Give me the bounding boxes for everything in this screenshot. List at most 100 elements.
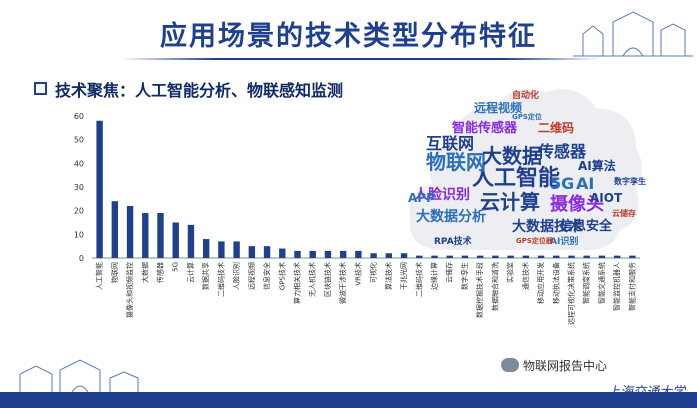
word-cloud-term: 5G	[550, 174, 575, 193]
x-tick-label: 干兆光网	[399, 262, 408, 290]
word-cloud-term: 信息安全	[560, 219, 613, 234]
campus-gate-illustration	[573, 11, 693, 57]
bar	[279, 248, 286, 258]
bar	[416, 255, 423, 258]
bar	[355, 250, 362, 258]
word-cloud-term: AI	[576, 174, 595, 193]
word-cloud-term: AI识别	[550, 237, 579, 247]
bar	[233, 241, 240, 258]
y-tick-label: 0	[79, 254, 84, 263]
x-tick-label: 远程视频	[247, 262, 256, 290]
bar	[385, 253, 393, 258]
word-cloud-term: 二维码	[538, 121, 575, 135]
x-tick-label: 信息安全	[262, 262, 271, 290]
word-cloud-term: 云储存	[612, 209, 636, 218]
word-cloud-term: 远程视频	[474, 101, 523, 115]
x-tick-label: 二维码技术	[216, 262, 225, 297]
x-tick-label: 5G	[172, 262, 180, 272]
bar	[370, 253, 377, 258]
x-tick-label: 智能支付和服务	[627, 262, 636, 311]
y-tick-label: 40	[74, 159, 84, 168]
watermark-text: 物联网报告中心	[522, 359, 607, 373]
word-cloud-term: APP	[408, 191, 435, 205]
bar	[172, 222, 179, 258]
bar	[613, 255, 621, 258]
bar	[492, 255, 499, 258]
word-cloud-term: 智能传感器	[452, 121, 518, 136]
word-cloud-term: 传感器	[538, 142, 587, 161]
title-divider	[120, 58, 600, 60]
x-tick-label: 云储存	[445, 262, 454, 283]
bar	[583, 255, 590, 258]
x-tick-label: 人工智能	[95, 262, 104, 290]
y-tick-label: 20	[74, 207, 84, 216]
bar	[431, 255, 438, 258]
bar	[111, 201, 119, 258]
x-tick-label: 数字孪生	[460, 262, 469, 290]
section-heading: 技术聚焦：人工智能分析、物联感知监测	[34, 77, 343, 101]
word-cloud-term: 人脸识别	[414, 187, 470, 203]
bar	[309, 250, 316, 258]
bar	[537, 255, 545, 258]
bar	[294, 250, 301, 258]
x-tick-label: 算法技术	[384, 262, 393, 290]
x-tick-label: 数据融合和清洗	[490, 262, 499, 311]
section-heading-text: 技术聚焦：人工智能分析、物联感知监测	[55, 81, 344, 100]
word-cloud-term: 摄像头	[550, 194, 604, 215]
word-cloud: 人工智能 物联网 大数据 云计算 摄像头 5G AI 互联网 传感器 人脸识别 大数据技术 大数据分析…	[400, 80, 648, 258]
cloud-shape	[409, 89, 642, 251]
x-tick-label: 实验室	[506, 262, 515, 283]
bar	[461, 255, 469, 258]
x-tick-label: VR技术	[353, 262, 362, 286]
word-cloud-term: 大数据分析	[416, 209, 486, 225]
word-cloud-term: GPS定位	[512, 113, 542, 121]
x-tick-label: 移动执法设备	[551, 262, 560, 304]
bar	[157, 213, 164, 258]
x-tick-label: GPS技术	[277, 262, 286, 290]
x-tick-label: 微波干涉技术	[338, 262, 347, 304]
word-cloud-term: AI算法	[578, 159, 616, 173]
word-cloud-term: 物联网	[426, 150, 486, 174]
bar	[96, 120, 103, 258]
footer-band	[0, 359, 697, 408]
bar	[263, 246, 271, 258]
x-tick-label: 摄像头和视频监控	[125, 262, 134, 318]
word-cloud-term: RPA技术	[434, 237, 472, 247]
bar	[446, 255, 453, 258]
university-logo: 上海交通大学	[606, 385, 685, 400]
x-tick-label: 数据共享	[201, 262, 210, 290]
x-tick-label: 云计算	[186, 262, 195, 283]
x-tick-label: 无人机技术	[308, 262, 317, 297]
page-title: 应用场景的技术类型分布特征	[160, 21, 537, 52]
x-tick-label: 远程可视化决策系统	[567, 262, 576, 325]
word-cloud-term: AIOT	[590, 191, 623, 205]
wechat-icon	[500, 358, 519, 372]
word-cloud-term: 大数据技术	[512, 219, 582, 235]
y-tick-label: 50	[74, 136, 84, 145]
y-tick-label: 10	[74, 230, 84, 239]
x-tick-label: 二维码技术	[414, 262, 423, 297]
bar	[218, 241, 225, 258]
x-tick-label: 数据挖掘技术手段	[475, 262, 484, 318]
bar	[202, 239, 210, 258]
x-tick-label: 人脸识别	[232, 262, 241, 290]
x-tick-label: 传感器	[156, 262, 165, 283]
x-tick-label: 智能调度系统	[582, 262, 591, 304]
x-tick-label: 智能监控机器人	[612, 262, 621, 311]
x-tick-label: 区块链技术	[323, 262, 332, 297]
bar	[126, 205, 134, 258]
watermark: 物联网报告中心	[500, 357, 607, 374]
bar	[142, 213, 149, 258]
word-cloud-term: 云计算	[480, 190, 540, 214]
bar	[324, 250, 332, 258]
x-tick-label: 算力相关技术	[293, 262, 302, 304]
bar	[507, 255, 514, 258]
square-bullet-icon	[34, 82, 47, 95]
bar	[339, 250, 347, 258]
word-cloud-term: GPS定位器	[516, 237, 553, 245]
bar	[522, 255, 530, 258]
word-cloud-term: 互联网	[426, 134, 475, 153]
x-tick-label: 通信技术	[521, 262, 530, 290]
word-cloud-term: 人工智能	[472, 166, 561, 191]
